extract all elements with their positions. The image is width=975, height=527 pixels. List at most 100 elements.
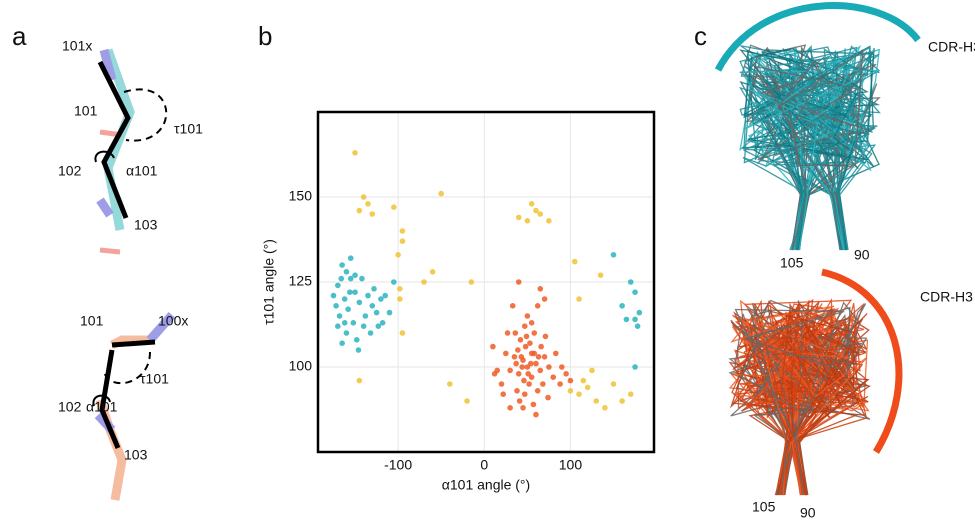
point: [333, 303, 339, 309]
point: [511, 354, 518, 360]
point: [353, 337, 360, 343]
point: [343, 330, 350, 336]
point: [356, 377, 363, 384]
point: [356, 299, 363, 306]
x-axis-label: α101 angle (°): [442, 477, 530, 493]
point: [559, 364, 565, 370]
point: [355, 347, 362, 353]
point: [468, 279, 475, 285]
point: [339, 340, 345, 347]
point: [515, 214, 522, 221]
panel-letter: b: [258, 21, 272, 51]
angle-label: τ101: [174, 121, 203, 137]
point: [634, 323, 641, 330]
point: [627, 391, 634, 398]
point: [535, 354, 542, 360]
point: [367, 330, 374, 336]
residue-label: 103: [134, 217, 158, 233]
point: [537, 286, 544, 292]
point: [563, 371, 569, 377]
y-tick-label: 125: [289, 273, 313, 289]
residue-label: 103: [124, 447, 148, 463]
point: [360, 323, 367, 330]
point: [576, 391, 582, 398]
point: [546, 364, 552, 370]
panel-letter: c: [694, 21, 707, 51]
point: [534, 388, 541, 394]
point: [531, 330, 538, 336]
residue-label: 105: [752, 499, 776, 515]
structure-bottom: [92, 312, 176, 501]
point: [619, 303, 625, 309]
point: [509, 303, 516, 309]
point: [352, 289, 358, 296]
point: [632, 364, 638, 370]
residue-label: 100x: [158, 313, 188, 329]
point: [356, 207, 363, 214]
point: [515, 279, 522, 285]
point: [542, 333, 549, 340]
point: [447, 381, 453, 387]
angle-label: α101: [86, 399, 118, 415]
point: [524, 313, 531, 319]
x-tick-label: 0: [480, 457, 488, 473]
residue-label: 101: [80, 313, 104, 329]
point: [627, 279, 634, 285]
point: [345, 306, 351, 313]
point: [490, 343, 496, 350]
y-tick-label: 100: [289, 358, 313, 374]
point: [537, 367, 544, 374]
point: [365, 292, 371, 299]
point: [533, 207, 539, 214]
residue-label: 90: [854, 247, 870, 263]
point: [397, 296, 403, 302]
backbone-trace: [744, 46, 871, 251]
backbone-trace: [734, 303, 867, 496]
point: [541, 296, 548, 302]
residue-label: 101: [74, 103, 98, 119]
backbone-trace: [773, 67, 870, 251]
point: [335, 323, 341, 330]
backbone-trace: [739, 48, 869, 251]
structure-ensemble-top: [738, 44, 881, 251]
point: [546, 218, 552, 224]
point: [371, 286, 377, 292]
point: [597, 272, 604, 279]
region-arc: [821, 268, 903, 454]
point: [360, 194, 367, 200]
point: [512, 330, 519, 336]
point: [382, 292, 389, 299]
structure-top: [94, 48, 168, 255]
point: [347, 275, 354, 282]
backbone-trace: [738, 51, 873, 251]
point: [550, 374, 556, 381]
point: [602, 405, 608, 411]
point: [516, 398, 523, 404]
point: [365, 201, 371, 207]
structure-ensemble-bottom: [728, 297, 872, 496]
point: [636, 309, 643, 316]
backbone-trace: [739, 44, 878, 251]
point: [503, 350, 509, 357]
point: [399, 238, 406, 244]
point: [521, 377, 527, 384]
point: [399, 330, 406, 336]
point: [514, 388, 520, 394]
point: [352, 272, 358, 279]
point: [521, 391, 528, 398]
point: [519, 364, 525, 370]
point: [541, 354, 548, 360]
region-arc: [714, 2, 921, 72]
point: [343, 269, 350, 275]
y-tick-label: 150: [289, 188, 313, 204]
point: [528, 201, 535, 207]
point: [521, 323, 528, 330]
point: [335, 282, 341, 289]
backbone-trace: [730, 301, 861, 496]
point: [498, 381, 505, 387]
point: [438, 190, 445, 197]
point: [341, 296, 348, 302]
point: [593, 398, 600, 404]
x-tick-label: 100: [559, 457, 583, 473]
